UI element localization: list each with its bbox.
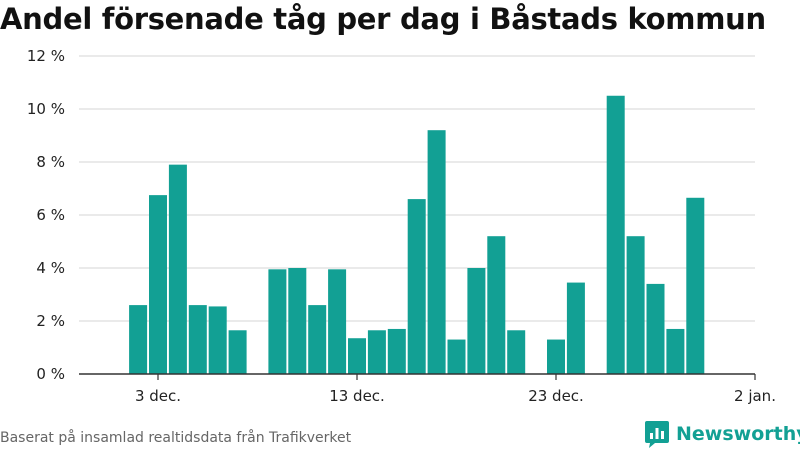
bar xyxy=(507,330,526,374)
bar xyxy=(686,197,705,374)
bar xyxy=(188,305,207,374)
y-tick-label: 4 % xyxy=(36,259,65,277)
x-axis-ticks: 3 dec. 13 dec. 23 dec. 2 jan. xyxy=(135,374,776,405)
bar xyxy=(129,305,148,374)
y-tick-label: 6 % xyxy=(36,206,65,224)
bar xyxy=(606,95,625,374)
y-tick-label: 0 % xyxy=(36,365,65,383)
source-note: Baserat på insamlad realtidsdata från Tr… xyxy=(0,430,352,446)
bar xyxy=(566,282,585,374)
bar xyxy=(646,283,665,374)
bar xyxy=(547,339,565,374)
x-tick-label: 13 dec. xyxy=(329,387,385,405)
bar xyxy=(487,236,506,374)
y-tick-label: 12 % xyxy=(27,47,65,65)
bar xyxy=(308,305,327,374)
bar xyxy=(666,328,685,374)
y-tick-label: 10 % xyxy=(27,100,65,118)
bar xyxy=(168,164,187,374)
bar xyxy=(407,199,426,374)
bar xyxy=(328,269,347,374)
bar xyxy=(447,339,466,374)
brand-name: Newsworthy xyxy=(676,423,800,445)
y-axis-ticks: 0 % 2 % 4 % 6 % 8 % 10 % 12 % xyxy=(27,47,65,383)
bar xyxy=(387,328,406,374)
bar xyxy=(208,306,227,374)
y-tick-label: 2 % xyxy=(36,312,65,330)
bar xyxy=(367,330,386,374)
bar xyxy=(467,268,486,374)
y-tick-label: 8 % xyxy=(36,153,65,171)
brand-logo: Newsworthy xyxy=(644,420,800,448)
x-tick-label: 2 jan. xyxy=(734,387,776,405)
chart-title: Andel försenade tåg per dag i Båstads ko… xyxy=(0,2,766,36)
x-tick-label: 3 dec. xyxy=(135,387,181,405)
bar xyxy=(149,195,167,374)
x-tick-label: 23 dec. xyxy=(528,387,584,405)
bar xyxy=(626,236,645,374)
bar xyxy=(348,338,366,374)
bar xyxy=(268,269,287,374)
bar-chart-bubble-icon xyxy=(645,421,669,448)
bar-chart: 0 % 2 % 4 % 6 % 8 % 10 % 12 % 3 dec. 13 dec. 23 … xyxy=(27,47,776,405)
bar xyxy=(427,130,446,374)
bar xyxy=(228,330,247,374)
bars xyxy=(129,95,705,374)
bar xyxy=(288,268,307,374)
